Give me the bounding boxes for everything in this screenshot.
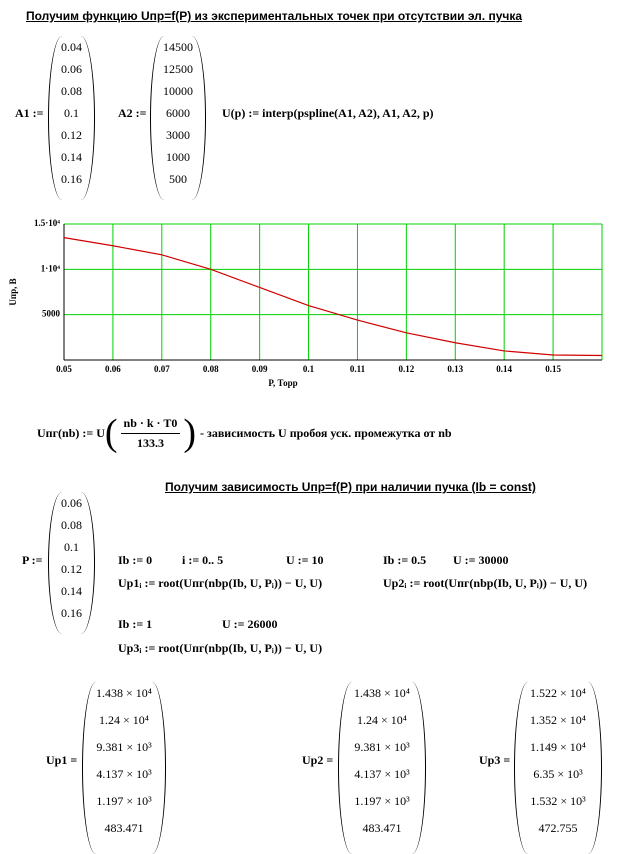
matrix-name: Up3 =: [479, 753, 511, 767]
x-tick-label: 0.15: [545, 364, 561, 374]
formula: Up1ᵢ := root(Uпг(nbp(Ib, U, Pᵢ)) − U, U): [118, 576, 323, 590]
chart: 0.05 0.06 0.07 0.08 0.09 0.1 0.11 0.12 0.13 0.14 0…: [8, 218, 603, 388]
matrix-cell: 0.1: [64, 106, 79, 120]
matrix-cell: 0.06: [61, 496, 82, 510]
formula: Up3ᵢ := root(Uпг(nbp(Ib, U, Pᵢ)) − U, U): [118, 641, 323, 655]
matrix-cell: 4.137 × 10³: [96, 767, 152, 781]
y-tick-label: 5000: [42, 309, 61, 319]
matrix-cell: 9.381 × 10³: [96, 740, 152, 754]
x-tick-label: 0.14: [496, 364, 512, 374]
matrix-cell: 1000: [166, 150, 190, 164]
matrix: 1.522 × 10⁴ 1.352 × 10⁴ 1.149 × 10⁴ 6.35 × …: [514, 682, 602, 854]
matrix-cell: 0.14: [61, 584, 82, 598]
matrix-cell: 0.14: [61, 150, 82, 164]
x-tick-label: 0.12: [398, 364, 414, 374]
matrix: 0.06 0.08 0.1 0.12 0.14 0.16: [48, 492, 95, 634]
assignment: U := 10: [286, 553, 324, 567]
y-tick-label: 1.5·10⁴: [34, 218, 60, 228]
x-tick-label: 0.07: [154, 364, 170, 374]
matrix-cell: 1.352 × 10⁴: [530, 713, 586, 727]
formula-text: Uпг(nb) := U: [37, 425, 105, 440]
x-axis-label: P, Торр: [268, 378, 297, 388]
matrix-cell: 12500: [163, 62, 193, 76]
comment: - зависимость U пробоя уск. промежутка о…: [200, 425, 452, 440]
paren: ): [183, 412, 196, 454]
formula: U(p) := interp(pspline(A1, A2), A1, A2, …: [222, 106, 434, 120]
matrix-cell: 9.381 × 10³: [354, 740, 410, 754]
matrix-cell: 1.532 × 10³: [530, 794, 586, 808]
assignment: Ib := 1: [118, 617, 153, 631]
assignment: U := 30000: [453, 553, 509, 567]
assignment: Ib := 0: [118, 553, 153, 567]
matrix-cell: 0.08: [61, 518, 82, 532]
numerator: nb · k · T0: [120, 416, 181, 434]
matrix-cell: 472.755: [538, 821, 578, 835]
matrix-name: P :=: [22, 553, 43, 567]
matrix-cell: 1.197 × 10³: [96, 794, 152, 808]
matrix-cell: 0.08: [61, 84, 82, 98]
formula: Uпг(nb) := U ( nb · k · T0 133.3 ) - зави…: [37, 414, 452, 452]
x-tick-label: 0.09: [252, 364, 268, 374]
x-tick-label: 0.13: [447, 364, 463, 374]
matrix-cell: 1.149 × 10⁴: [530, 740, 586, 754]
y-axis-label: Uпр, В: [8, 278, 18, 305]
matrix: 14500 12500 10000 6000 3000 1000 500: [150, 36, 206, 200]
matrix-cell: 6000: [166, 106, 190, 120]
data-line: [63, 237, 603, 357]
matrix-cell: 1.197 × 10³: [354, 794, 410, 808]
matrix: 1.438 × 10⁴ 1.24 × 10⁴ 9.381 × 10³ 4.137 × …: [338, 682, 426, 854]
matrix-cell: 1.24 × 10⁴: [357, 713, 407, 727]
matrix-name: A1 :=: [15, 106, 44, 120]
matrix-cell: 14500: [163, 40, 193, 54]
matrix-cell: 0.12: [61, 128, 82, 142]
matrix-cell: 10000: [163, 84, 193, 98]
matrix-cell: 6.35 × 10³: [533, 767, 583, 781]
assignment: Ib := 0.5: [383, 553, 427, 567]
heading: Получим зависимость Uпр=f(P) при наличии…: [165, 480, 536, 494]
formula: Up2ᵢ := root(Uпг(nbp(Ib, U, Pᵢ)) − U, U): [383, 576, 588, 590]
x-tick-label: 0.06: [105, 364, 121, 374]
matrix-cell: 0.06: [61, 62, 82, 76]
fraction: nb · k · T0 133.3: [120, 416, 181, 451]
matrix-cell: 1.522 × 10⁴: [530, 686, 586, 700]
matrix: 0.04 0.06 0.08 0.1 0.12 0.14 0.16: [48, 36, 95, 200]
matrix-name: Up1 =: [46, 753, 78, 767]
x-tick-label: 0.1: [303, 364, 315, 374]
matrix-name: Up2 =: [302, 753, 334, 767]
heading: Получим функцию Uпр=f(P) из эксперимента…: [26, 9, 523, 23]
assignment: U := 26000: [222, 617, 278, 631]
matrix-cell: 1.24 × 10⁴: [99, 713, 149, 727]
matrix-cell: 483.471: [104, 821, 144, 835]
matrix-cell: 1.438 × 10⁴: [96, 686, 152, 700]
matrix: 1.438 × 10⁴ 1.24 × 10⁴ 9.381 × 10³ 4.137 × …: [82, 682, 166, 854]
x-tick-label: 0.11: [350, 364, 366, 374]
matrix-cell: 500: [169, 172, 187, 186]
matrix-cell: 0.04: [61, 40, 82, 54]
matrix-cell: 1.438 × 10⁴: [354, 686, 410, 700]
matrix-cell: 0.16: [61, 606, 82, 620]
matrix-cell: 483.471: [362, 821, 402, 835]
y-tick-label: 1·10⁴: [41, 263, 61, 273]
matrix-cell: 0.16: [61, 172, 82, 186]
assignment: i := 0.. 5: [182, 553, 224, 567]
matrix-cell: 0.12: [61, 562, 82, 576]
x-tick-label: 0.08: [203, 364, 219, 374]
paren: (: [104, 412, 118, 454]
matrix-name: A2 :=: [118, 106, 147, 120]
x-tick-label: 0.05: [56, 364, 72, 374]
matrix-cell: 4.137 × 10³: [354, 767, 410, 781]
matrix-cell: 3000: [166, 128, 190, 142]
matrix-cell: 0.1: [64, 540, 79, 554]
denominator: 133.3: [136, 435, 164, 450]
